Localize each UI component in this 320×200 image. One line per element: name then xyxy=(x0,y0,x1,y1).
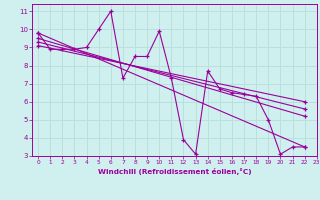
X-axis label: Windchill (Refroidissement éolien,°C): Windchill (Refroidissement éolien,°C) xyxy=(98,168,251,175)
